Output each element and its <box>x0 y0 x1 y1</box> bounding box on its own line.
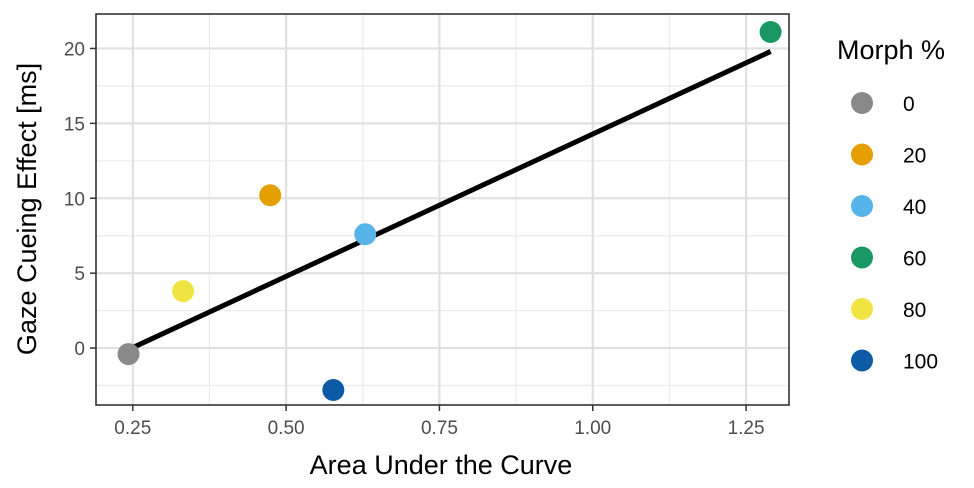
x-axis-title: Area Under the Curve <box>310 450 573 480</box>
legend-key-morph-100 <box>851 349 873 372</box>
legend-label-morph-100: 100 <box>903 351 938 374</box>
legend-key-morph-60 <box>851 246 873 269</box>
legend-label-morph-40: 40 <box>903 196 926 219</box>
data-point-morph-60 <box>759 20 782 43</box>
legend-key-morph-20 <box>851 143 873 166</box>
data-point-morph-0 <box>117 343 140 366</box>
x-tick-label: 0.50 <box>268 418 305 439</box>
legend-label-morph-60: 60 <box>903 248 926 271</box>
legend-key-morph-40 <box>851 195 873 217</box>
y-tick-label: 0 <box>74 339 85 360</box>
gridlines <box>96 14 789 405</box>
legend: Morph % 0 20 40 60 80 100 <box>837 35 945 374</box>
y-axis-title: Gaze Cueing Effect [ms] <box>12 63 42 355</box>
x-tick-label: 0.25 <box>114 418 151 439</box>
y-tick-label: 10 <box>64 189 85 210</box>
panel-background <box>96 14 789 405</box>
data-point-morph-20 <box>259 184 282 207</box>
plot-panel <box>96 14 789 405</box>
regression-line <box>127 49 772 352</box>
data-point-morph-40 <box>354 223 377 246</box>
x-tick-label: 1.00 <box>574 418 611 439</box>
x-tick-label: 0.75 <box>421 418 458 439</box>
fit-line-layer <box>127 49 772 352</box>
legend-label-morph-0: 0 <box>903 93 915 116</box>
data-points <box>117 20 782 402</box>
y-tick-label: 20 <box>64 39 85 60</box>
data-point-morph-80 <box>172 280 195 303</box>
data-point-morph-100 <box>322 379 345 402</box>
legend-label-morph-20: 20 <box>903 145 926 168</box>
axis-ticks: 0.25 0.50 0.75 1.00 1.25 0 5 10 15 20 <box>64 39 765 439</box>
y-tick-label: 5 <box>74 264 85 285</box>
x-tick-label: 1.25 <box>728 418 765 439</box>
legend-label-morph-80: 80 <box>903 299 926 322</box>
y-tick-label: 15 <box>64 114 85 135</box>
legend-key-morph-80 <box>851 298 873 320</box>
panel-border <box>95 13 790 406</box>
plot-frame <box>95 13 790 406</box>
legend-key-morph-0 <box>851 92 873 114</box>
legend-title: Morph % <box>837 35 945 65</box>
